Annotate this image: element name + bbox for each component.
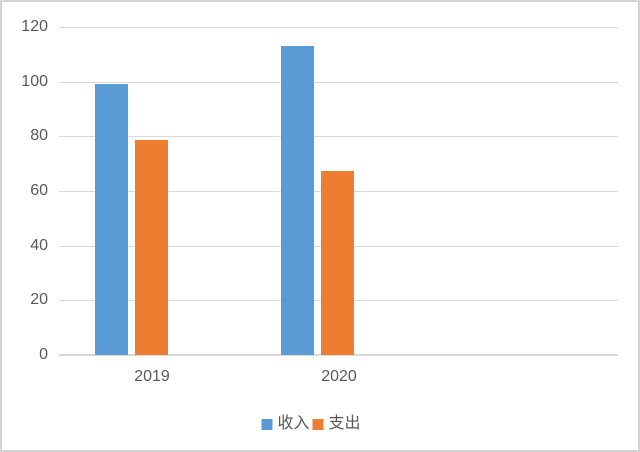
y-axis-label-40: 40	[30, 236, 48, 254]
y-axis-label-100: 100	[21, 72, 48, 90]
legend: 收入 支出	[261, 415, 361, 433]
legend-swatch-income	[261, 418, 273, 430]
bar-expense-2020	[321, 170, 354, 355]
y-axis-label-120: 120	[21, 18, 48, 35]
legend-item-expense: 支出	[312, 415, 361, 433]
x-axis-label-2020: 2020	[321, 368, 357, 385]
y-axis-label-80: 80	[30, 127, 48, 145]
y-axis-label-0: 0	[39, 346, 48, 363]
x-axis-label-2019: 2019	[134, 368, 170, 385]
legend-label-income: 收入	[277, 415, 310, 432]
gridline-100	[59, 81, 618, 83]
gridline-80	[59, 136, 618, 138]
legend-swatch-expense	[312, 418, 324, 430]
legend-label-expense: 支出	[328, 415, 361, 432]
legend-item-income: 收入	[261, 415, 310, 433]
plot-area	[59, 27, 618, 356]
bar-income-2019	[95, 84, 128, 355]
bar-expense-2019	[135, 140, 168, 355]
gridline-120	[59, 27, 618, 28]
x-axis-line	[59, 354, 618, 356]
bar-income-2020	[281, 46, 314, 355]
y-axis-label-20: 20	[30, 291, 48, 309]
y-axis-label-60: 60	[30, 182, 48, 199]
